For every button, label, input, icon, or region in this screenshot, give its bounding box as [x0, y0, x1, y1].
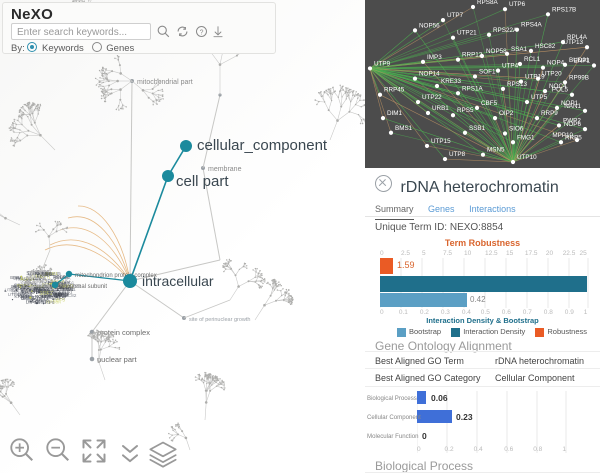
- svg-text:UTP8: UTP8: [449, 151, 466, 158]
- svg-text:cell part: cell part: [176, 173, 229, 190]
- svg-text:RPS13: RPS13: [507, 81, 527, 88]
- svg-text:SOF1: SOF1: [39, 291, 53, 297]
- svg-text:RRP9: RRP9: [541, 110, 558, 117]
- svg-text:SIO6: SIO6: [509, 125, 524, 132]
- svg-text:MSN5: MSN5: [487, 147, 505, 154]
- svg-text:DIM1: DIM1: [387, 110, 403, 117]
- svg-text:RRP45: RRP45: [384, 87, 405, 94]
- svg-text:UTP20: UTP20: [542, 71, 562, 78]
- svg-text:NOP56: NOP56: [419, 22, 440, 29]
- svg-text:UTP9: UTP9: [374, 60, 391, 67]
- svg-text:URB1: URB1: [432, 105, 449, 112]
- svg-text:RPS22A: RPS22A: [493, 27, 518, 34]
- svg-text:membrane: membrane: [208, 166, 242, 173]
- svg-text:UTP4: UTP4: [502, 63, 519, 70]
- svg-text:UTP21: UTP21: [457, 30, 477, 37]
- svg-text:MPP10: MPP10: [552, 132, 573, 139]
- svg-text:UTP7: UTP7: [447, 12, 464, 19]
- svg-text:RPS1A: RPS1A: [462, 85, 483, 92]
- svg-text:SOF1: SOF1: [479, 68, 496, 75]
- svg-text:NOP6: NOP6: [564, 121, 582, 128]
- svg-text:UTP22: UTP22: [422, 94, 442, 101]
- svg-text:RPS8A: RPS8A: [477, 0, 498, 6]
- svg-text:UTP15: UTP15: [431, 138, 451, 145]
- svg-text:RPS17B: RPS17B: [552, 6, 576, 13]
- svg-text:site of perinuclear growth: site of perinuclear growth: [189, 317, 250, 323]
- svg-text:CBF5: CBF5: [481, 100, 498, 107]
- svg-text:FMG1: FMG1: [517, 134, 535, 141]
- svg-text:HSC82: HSC82: [535, 43, 556, 50]
- svg-text:UTP13: UTP13: [563, 39, 583, 46]
- svg-text:UTP8: UTP8: [43, 300, 55, 305]
- svg-text:UTP5: UTP5: [531, 94, 548, 101]
- svg-text:?: ?: [200, 29, 204, 36]
- svg-text:RPS4A: RPS4A: [521, 22, 542, 29]
- svg-text:SSA1: SSA1: [511, 46, 528, 53]
- svg-text:ENP1: ENP1: [574, 57, 591, 64]
- svg-text:UTP6: UTP6: [509, 1, 526, 8]
- svg-text:UTP19: UTP19: [525, 74, 545, 81]
- svg-text:DIM1: DIM1: [13, 275, 24, 280]
- svg-text:ribosomal subunit: ribosomal subunit: [60, 284, 107, 290]
- svg-text:POL5: POL5: [12, 291, 25, 297]
- svg-text:NOP4: NOP4: [547, 60, 565, 67]
- svg-text:NOP14: NOP14: [419, 71, 440, 78]
- svg-text:RCL1: RCL1: [524, 56, 541, 63]
- svg-text:UTP9: UTP9: [26, 300, 37, 305]
- svg-text:intracellular: intracellular: [142, 273, 214, 289]
- svg-text:RP99B: RP99B: [569, 74, 589, 81]
- svg-text:OIP2: OIP2: [499, 110, 514, 117]
- svg-text:SSB1: SSB1: [469, 125, 486, 132]
- svg-text:nuclear part: nuclear part: [97, 355, 138, 364]
- svg-text:cellular_component: cellular_component: [197, 137, 328, 154]
- svg-text:BMS1: BMS1: [395, 125, 413, 132]
- svg-text:IMP3: IMP3: [427, 54, 442, 61]
- svg-text:mitochondrial part: mitochondrial part: [137, 79, 193, 86]
- svg-text:RPS5: RPS5: [457, 107, 474, 114]
- svg-text:UTP10: UTP10: [517, 154, 537, 161]
- svg-text:POL5: POL5: [552, 87, 569, 94]
- svg-text:RRP12: RRP12: [462, 52, 483, 59]
- svg-text:KRE33: KRE33: [441, 78, 461, 85]
- svg-text:NAN1: NAN1: [564, 103, 581, 110]
- svg-text:NOP58: NOP58: [486, 48, 507, 55]
